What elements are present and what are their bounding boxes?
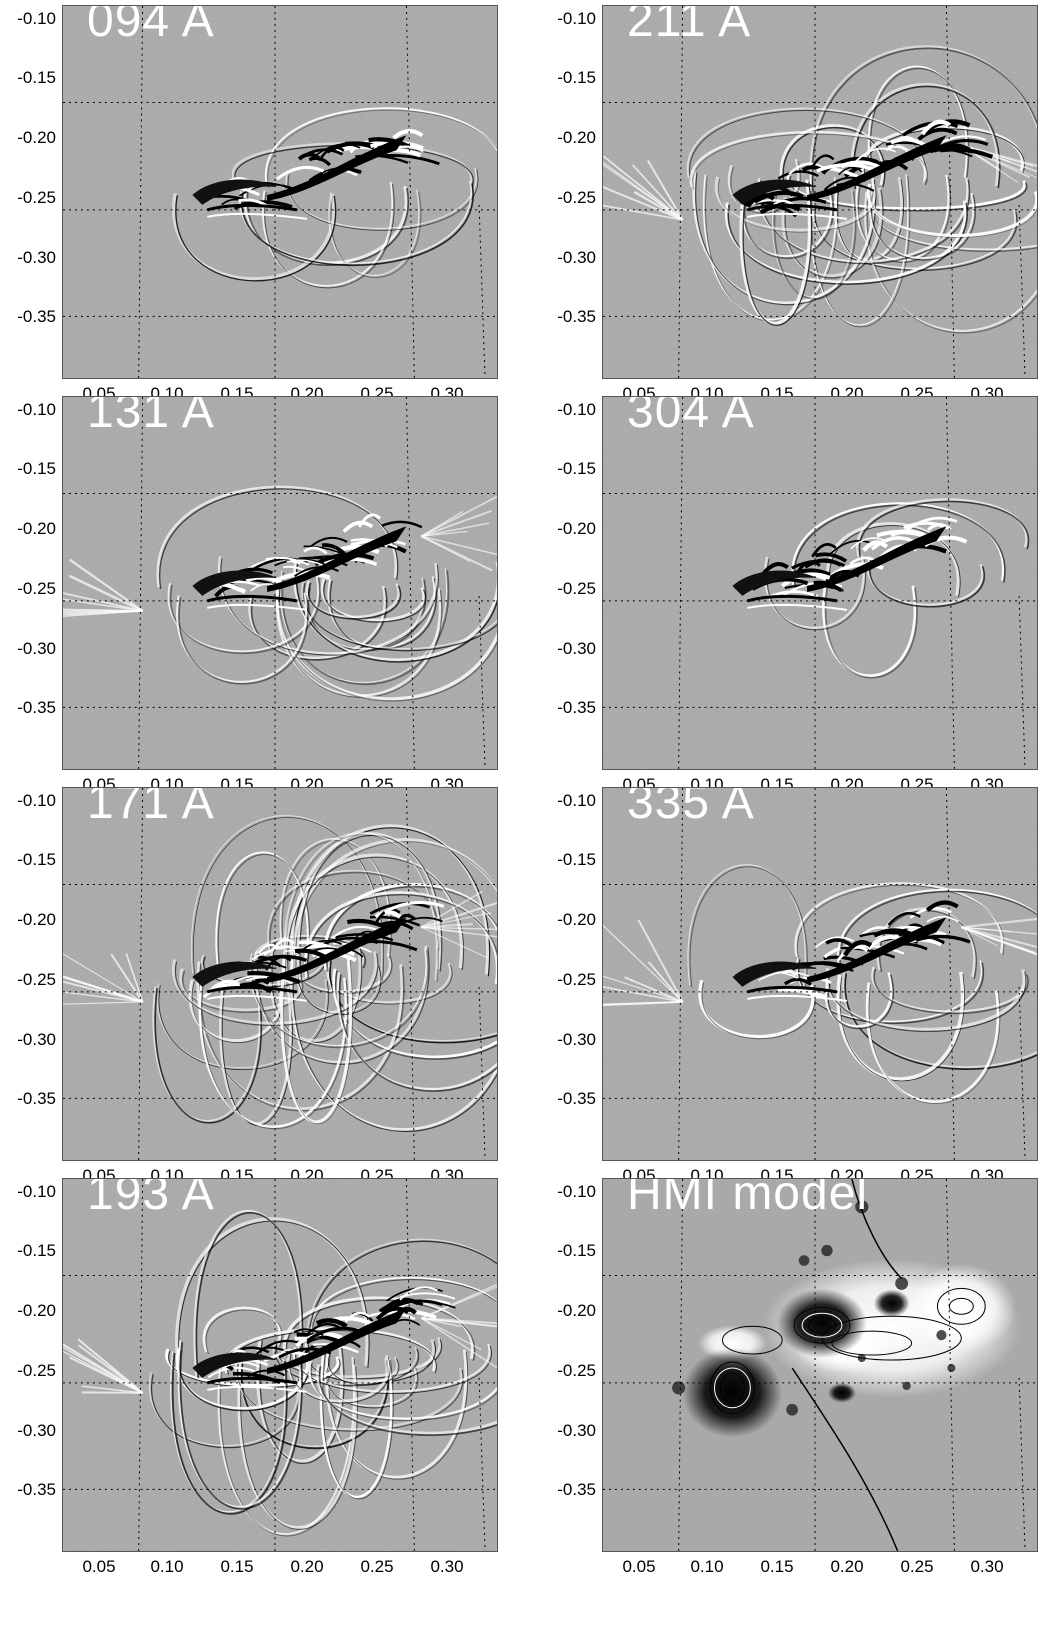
y-tick-label: -0.35 [557, 1089, 596, 1108]
x-tick-label: 0.25 [360, 1557, 394, 1576]
y-tick-label: -0.10 [557, 400, 596, 419]
y-tick-label: -0.35 [17, 1089, 56, 1108]
y-tick-label: -0.15 [557, 1241, 596, 1260]
y-tick-label: -0.25 [17, 970, 56, 989]
y-tick-label: -0.10 [17, 400, 56, 419]
image-panel: -0.10 -0.15 -0.20 -0.25 -0.30 -0.35 0.05 0.10 0.… [540, 1173, 1058, 1578]
y-tick-label: -0.10 [557, 1182, 596, 1201]
x-tick-label: 0.05 [82, 1557, 116, 1576]
x-tick-label: 0.30 [970, 1557, 1004, 1576]
wavelength-label: 304 A [627, 396, 755, 438]
plot-canvas [63, 397, 497, 769]
y-tick-label: -0.20 [557, 1301, 596, 1320]
y-tick-label: -0.15 [557, 850, 596, 869]
y-tick-label: -0.20 [557, 128, 596, 147]
euv-image: 211 A [602, 5, 1038, 379]
wavelength-label: 193 A [87, 1178, 215, 1220]
y-tick-label: -0.15 [17, 68, 56, 87]
plot-canvas [603, 6, 1037, 378]
image-panel: -0.10 -0.15 -0.20 -0.25 -0.30 -0.35 0.05 0.10 0.… [0, 391, 520, 796]
y-tick-label: -0.35 [17, 307, 56, 326]
y-tick-label: -0.15 [557, 459, 596, 478]
image-panel: -0.10 -0.15 -0.20 -0.25 -0.30 -0.35 0.05 0.10 0.… [0, 782, 520, 1187]
y-tick-label: -0.30 [17, 1421, 56, 1440]
magnetogram-image: HMI model [602, 1178, 1038, 1552]
x-tick-label: 0.30 [430, 1557, 464, 1576]
wavelength-label: 094 A [87, 5, 215, 47]
y-tick-label: -0.25 [557, 188, 596, 207]
y-tick-label: -0.10 [17, 9, 56, 28]
image-panel: -0.10 -0.15 -0.20 -0.25 -0.30 -0.35 0.05 0.10 0.… [0, 0, 520, 405]
y-tick-label: -0.30 [17, 248, 56, 267]
y-tick-label: -0.35 [17, 698, 56, 717]
y-tick-label: -0.30 [17, 1030, 56, 1049]
image-panel: -0.10 -0.15 -0.20 -0.25 -0.30 -0.35 0.05 0.10 0.… [540, 0, 1058, 405]
euv-image: 193 A [62, 1178, 498, 1552]
y-tick-label: -0.30 [557, 1421, 596, 1440]
y-tick-label: -0.30 [557, 639, 596, 658]
x-tick-label: 0.20 [830, 1557, 864, 1576]
x-tick-label: 0.15 [760, 1557, 794, 1576]
x-tick-label: 0.25 [900, 1557, 934, 1576]
y-tick-label: -0.20 [17, 128, 56, 147]
y-tick-label: -0.25 [557, 579, 596, 598]
y-tick-label: -0.35 [17, 1480, 56, 1499]
y-tick-label: -0.15 [17, 459, 56, 478]
y-tick-label: -0.25 [557, 1361, 596, 1380]
y-tick-label: -0.20 [557, 519, 596, 538]
plot-canvas [63, 788, 497, 1160]
x-tick-label: 0.15 [220, 1557, 254, 1576]
y-tick-label: -0.25 [557, 970, 596, 989]
x-tick-label: 0.05 [622, 1557, 656, 1576]
y-tick-label: -0.15 [17, 1241, 56, 1260]
x-tick-label: 0.10 [150, 1557, 184, 1576]
y-tick-label: -0.15 [557, 68, 596, 87]
wavelength-label: 131 A [87, 396, 215, 438]
y-tick-label: -0.30 [557, 248, 596, 267]
y-tick-label: -0.10 [557, 9, 596, 28]
image-panel: -0.10 -0.15 -0.20 -0.25 -0.30 -0.35 0.05 0.10 0.… [0, 1173, 520, 1578]
y-tick-label: -0.30 [17, 639, 56, 658]
euv-image: 335 A [602, 787, 1038, 1161]
wavelength-label: HMI model [627, 1178, 869, 1220]
plot-canvas [63, 6, 497, 378]
euv-image: 094 A [62, 5, 498, 379]
y-tick-label: -0.30 [557, 1030, 596, 1049]
plot-canvas [603, 1179, 1037, 1551]
y-tick-label: -0.10 [557, 791, 596, 810]
y-tick-label: -0.35 [557, 1480, 596, 1499]
y-tick-label: -0.25 [17, 579, 56, 598]
plot-canvas [603, 397, 1037, 769]
image-panel: -0.10 -0.15 -0.20 -0.25 -0.30 -0.35 0.05 0.10 0.… [540, 782, 1058, 1187]
x-tick-label: 0.10 [690, 1557, 724, 1576]
y-tick-label: -0.25 [17, 188, 56, 207]
euv-image: 304 A [602, 396, 1038, 770]
y-tick-label: -0.35 [557, 698, 596, 717]
wavelength-label: 335 A [627, 787, 755, 829]
y-tick-label: -0.20 [17, 910, 56, 929]
y-tick-label: -0.20 [17, 519, 56, 538]
plot-canvas [63, 1179, 497, 1551]
y-tick-label: -0.20 [557, 910, 596, 929]
image-panel: -0.10 -0.15 -0.20 -0.25 -0.30 -0.35 0.05 0.10 0.… [540, 391, 1058, 796]
wavelength-label: 171 A [87, 787, 215, 829]
wavelength-label: 211 A [627, 5, 752, 47]
x-tick-label: 0.20 [290, 1557, 324, 1576]
euv-image: 171 A [62, 787, 498, 1161]
euv-image: 131 A [62, 396, 498, 770]
y-tick-label: -0.25 [17, 1361, 56, 1380]
y-tick-label: -0.10 [17, 791, 56, 810]
y-tick-label: -0.35 [557, 307, 596, 326]
y-tick-label: -0.10 [17, 1182, 56, 1201]
y-tick-label: -0.20 [17, 1301, 56, 1320]
y-tick-label: -0.15 [17, 850, 56, 869]
plot-canvas [603, 788, 1037, 1160]
